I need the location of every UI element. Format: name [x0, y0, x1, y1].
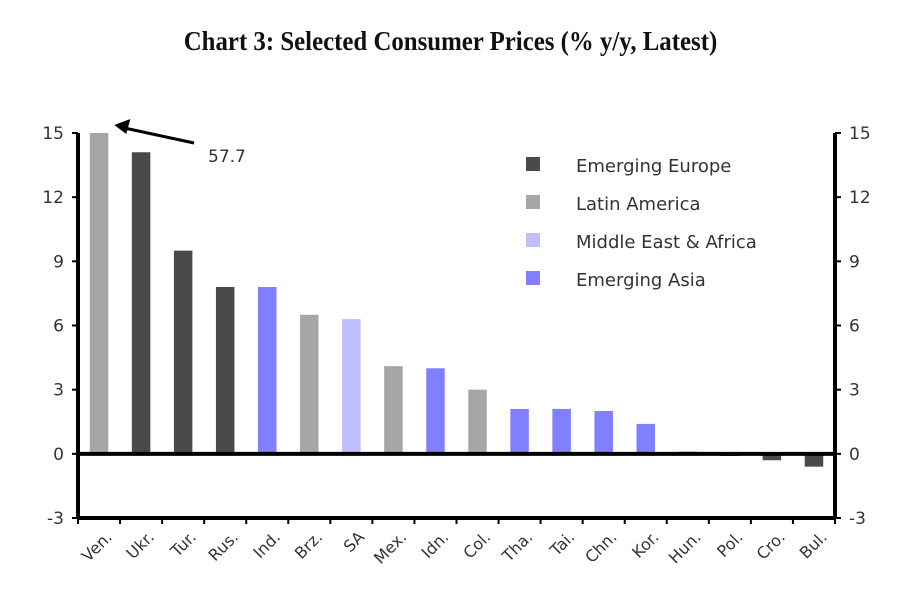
x-category-label: Col.: [459, 527, 494, 562]
bar-bul: [804, 453, 824, 467]
legend-swatch-middle-east-africa: [526, 233, 540, 247]
bar-chn: [594, 411, 613, 454]
bar-sa: [342, 319, 361, 454]
annotations-group: 57.7: [114, 119, 246, 167]
y-tick-label-right: 0: [849, 445, 860, 465]
x-category-label: SA: [340, 527, 369, 556]
bar-mex: [384, 366, 403, 454]
annotation-arrowhead: [114, 119, 131, 134]
x-category-label: Ukr.: [122, 527, 157, 562]
chart-title: Chart 3: Selected Consumer Prices (% y/y…: [183, 26, 718, 56]
x-category-label: Hun.: [665, 527, 705, 567]
y-tick-label-right: 9: [849, 252, 860, 272]
x-category-label: Mex.: [370, 527, 410, 567]
x-category-label: Bul.: [796, 527, 831, 562]
bar-rus: [215, 287, 235, 454]
y-tick-label-right: -3: [849, 509, 866, 529]
x-category-label: Ind.: [249, 527, 284, 562]
legend-swatch-latin-america: [526, 195, 540, 209]
x-category-label: Cro.: [753, 527, 789, 563]
bar-col: [468, 389, 487, 454]
y-tick-label-left: 0: [53, 445, 64, 465]
annotation-arrow-line: [123, 126, 195, 145]
bar-ind: [257, 287, 277, 454]
x-category-label: Tai.: [546, 527, 579, 560]
y-tick-label-right: 15: [849, 124, 871, 144]
bar-cro: [762, 453, 782, 461]
y-tick-label-left: 15: [42, 124, 64, 144]
y-tick-label-right: 12: [849, 188, 871, 208]
axes-group: -3 -3 0 0 3 3 6 6 9 9 12 12 15 15 Ven. Ukr. Tur. Rus. Ind.…: [42, 124, 870, 568]
y-tick-label-right: 3: [849, 381, 860, 401]
x-category-label: Idn.: [418, 527, 453, 562]
x-category-label: Pol.: [713, 527, 747, 561]
x-category-label: Rus.: [205, 527, 242, 564]
annotation-label: 57.7: [208, 147, 246, 167]
legend: Emerging Europe Latin America Middle East …: [526, 156, 757, 291]
legend-swatch-emerging-asia: [526, 271, 540, 285]
bar-tai: [552, 408, 571, 454]
bar-tur: [173, 250, 193, 454]
y-tick-label-left: 12: [42, 188, 64, 208]
x-category-label: Tur.: [166, 527, 200, 561]
x-category-label: Ven.: [78, 527, 116, 565]
bar-ven: [89, 133, 109, 454]
y-tick-label-left: 6: [53, 317, 64, 337]
bar-idn: [426, 368, 445, 454]
bar-tha: [510, 408, 529, 454]
bar-kor: [636, 423, 656, 454]
y-tick-label-right: 6: [849, 317, 860, 337]
legend-label: Middle East & Africa: [576, 232, 757, 253]
x-category-label: Kor.: [628, 527, 662, 561]
x-category-label: Chn.: [581, 527, 620, 566]
bars-group: [89, 133, 824, 467]
legend-label: Latin America: [576, 194, 701, 215]
legend-label: Emerging Europe: [576, 156, 731, 177]
bar-brz: [300, 314, 319, 454]
legend-label: Emerging Asia: [576, 270, 706, 291]
y-tick-label-left: 3: [53, 381, 64, 401]
legend-swatch-emerging-europe: [526, 157, 540, 171]
y-tick-label-left: -3: [47, 509, 64, 529]
x-category-label: Brz.: [291, 527, 326, 562]
x-category-label: Tha.: [498, 527, 537, 566]
bar-ukr: [131, 152, 151, 454]
y-tick-label-left: 9: [53, 252, 64, 272]
